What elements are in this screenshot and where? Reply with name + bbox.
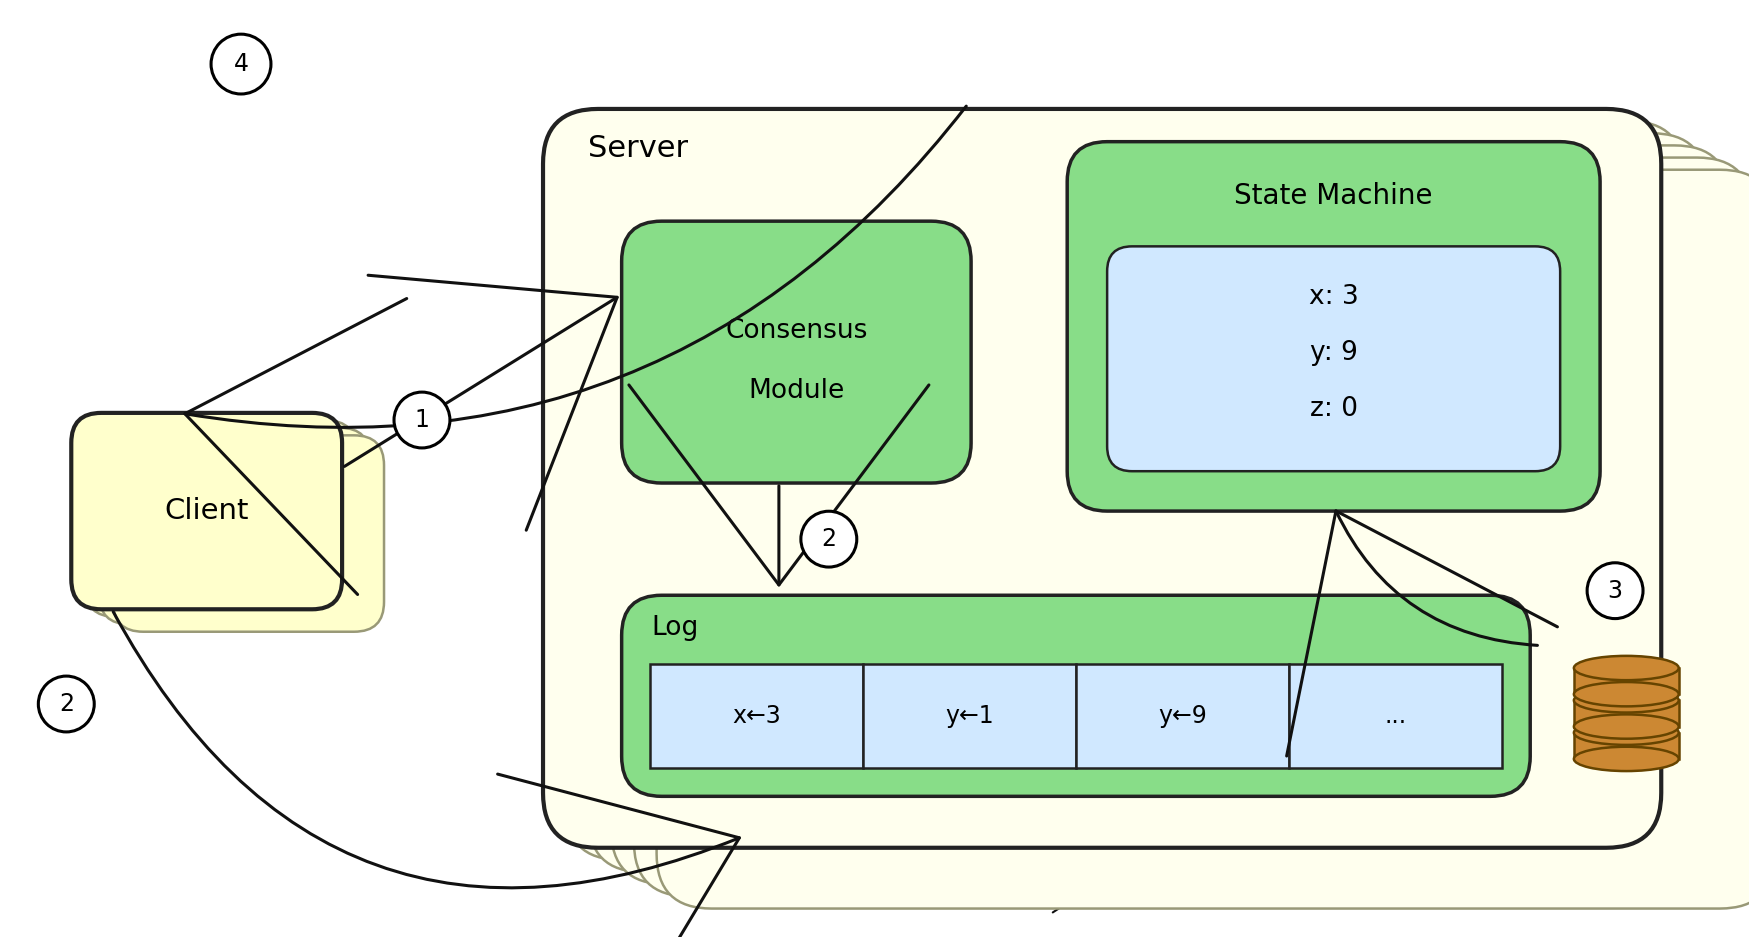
FancyBboxPatch shape xyxy=(656,170,1750,909)
FancyBboxPatch shape xyxy=(1068,142,1600,511)
Text: Server: Server xyxy=(588,134,688,163)
Text: 3: 3 xyxy=(1608,579,1622,603)
Circle shape xyxy=(394,392,450,448)
Circle shape xyxy=(212,34,271,94)
FancyArrowPatch shape xyxy=(635,757,1153,890)
Bar xyxy=(1290,664,1502,768)
FancyArrowPatch shape xyxy=(628,385,929,585)
FancyBboxPatch shape xyxy=(621,221,971,483)
FancyBboxPatch shape xyxy=(634,158,1750,897)
Circle shape xyxy=(38,676,94,732)
Bar xyxy=(863,664,1076,768)
Text: 1: 1 xyxy=(415,408,429,432)
Ellipse shape xyxy=(1573,656,1678,680)
FancyBboxPatch shape xyxy=(611,145,1729,885)
Text: Module: Module xyxy=(749,378,845,404)
Text: x: 3: x: 3 xyxy=(1309,284,1358,310)
FancyBboxPatch shape xyxy=(114,435,383,631)
Circle shape xyxy=(802,511,858,567)
FancyBboxPatch shape xyxy=(86,420,355,617)
FancyBboxPatch shape xyxy=(588,133,1706,872)
Text: y: 9: y: 9 xyxy=(1309,340,1358,366)
Text: State Machine: State Machine xyxy=(1234,182,1433,209)
FancyArrowPatch shape xyxy=(635,768,1153,901)
Text: y←1: y←1 xyxy=(945,704,994,728)
Text: Consensus: Consensus xyxy=(724,318,868,344)
Text: x←3: x←3 xyxy=(732,704,780,728)
FancyBboxPatch shape xyxy=(542,109,1661,848)
FancyBboxPatch shape xyxy=(621,596,1530,796)
FancyBboxPatch shape xyxy=(565,121,1684,860)
FancyArrowPatch shape xyxy=(635,779,1153,913)
Text: Log: Log xyxy=(651,615,698,642)
FancyBboxPatch shape xyxy=(72,413,341,610)
Bar xyxy=(1573,701,1678,727)
Text: z: 0: z: 0 xyxy=(1309,397,1358,422)
Text: ...: ... xyxy=(1384,704,1407,728)
FancyArrowPatch shape xyxy=(114,612,740,938)
FancyArrowPatch shape xyxy=(1286,511,1558,756)
Bar xyxy=(1573,733,1678,759)
Text: 2: 2 xyxy=(821,527,836,552)
FancyBboxPatch shape xyxy=(100,428,369,625)
Ellipse shape xyxy=(1573,720,1678,745)
Text: 4: 4 xyxy=(233,53,248,76)
FancyArrowPatch shape xyxy=(345,275,618,530)
Text: Client: Client xyxy=(164,497,248,525)
FancyArrowPatch shape xyxy=(635,747,1153,880)
Text: y←9: y←9 xyxy=(1158,704,1207,728)
Bar xyxy=(649,664,863,768)
Ellipse shape xyxy=(1573,715,1678,739)
Circle shape xyxy=(1587,563,1643,618)
Ellipse shape xyxy=(1573,747,1678,771)
Text: 2: 2 xyxy=(60,692,74,716)
Ellipse shape xyxy=(1573,688,1678,713)
Ellipse shape xyxy=(1573,682,1678,706)
FancyArrowPatch shape xyxy=(635,735,1153,869)
FancyBboxPatch shape xyxy=(1108,247,1561,471)
FancyArrowPatch shape xyxy=(186,106,966,595)
Bar xyxy=(1076,664,1290,768)
Bar xyxy=(1573,668,1678,694)
